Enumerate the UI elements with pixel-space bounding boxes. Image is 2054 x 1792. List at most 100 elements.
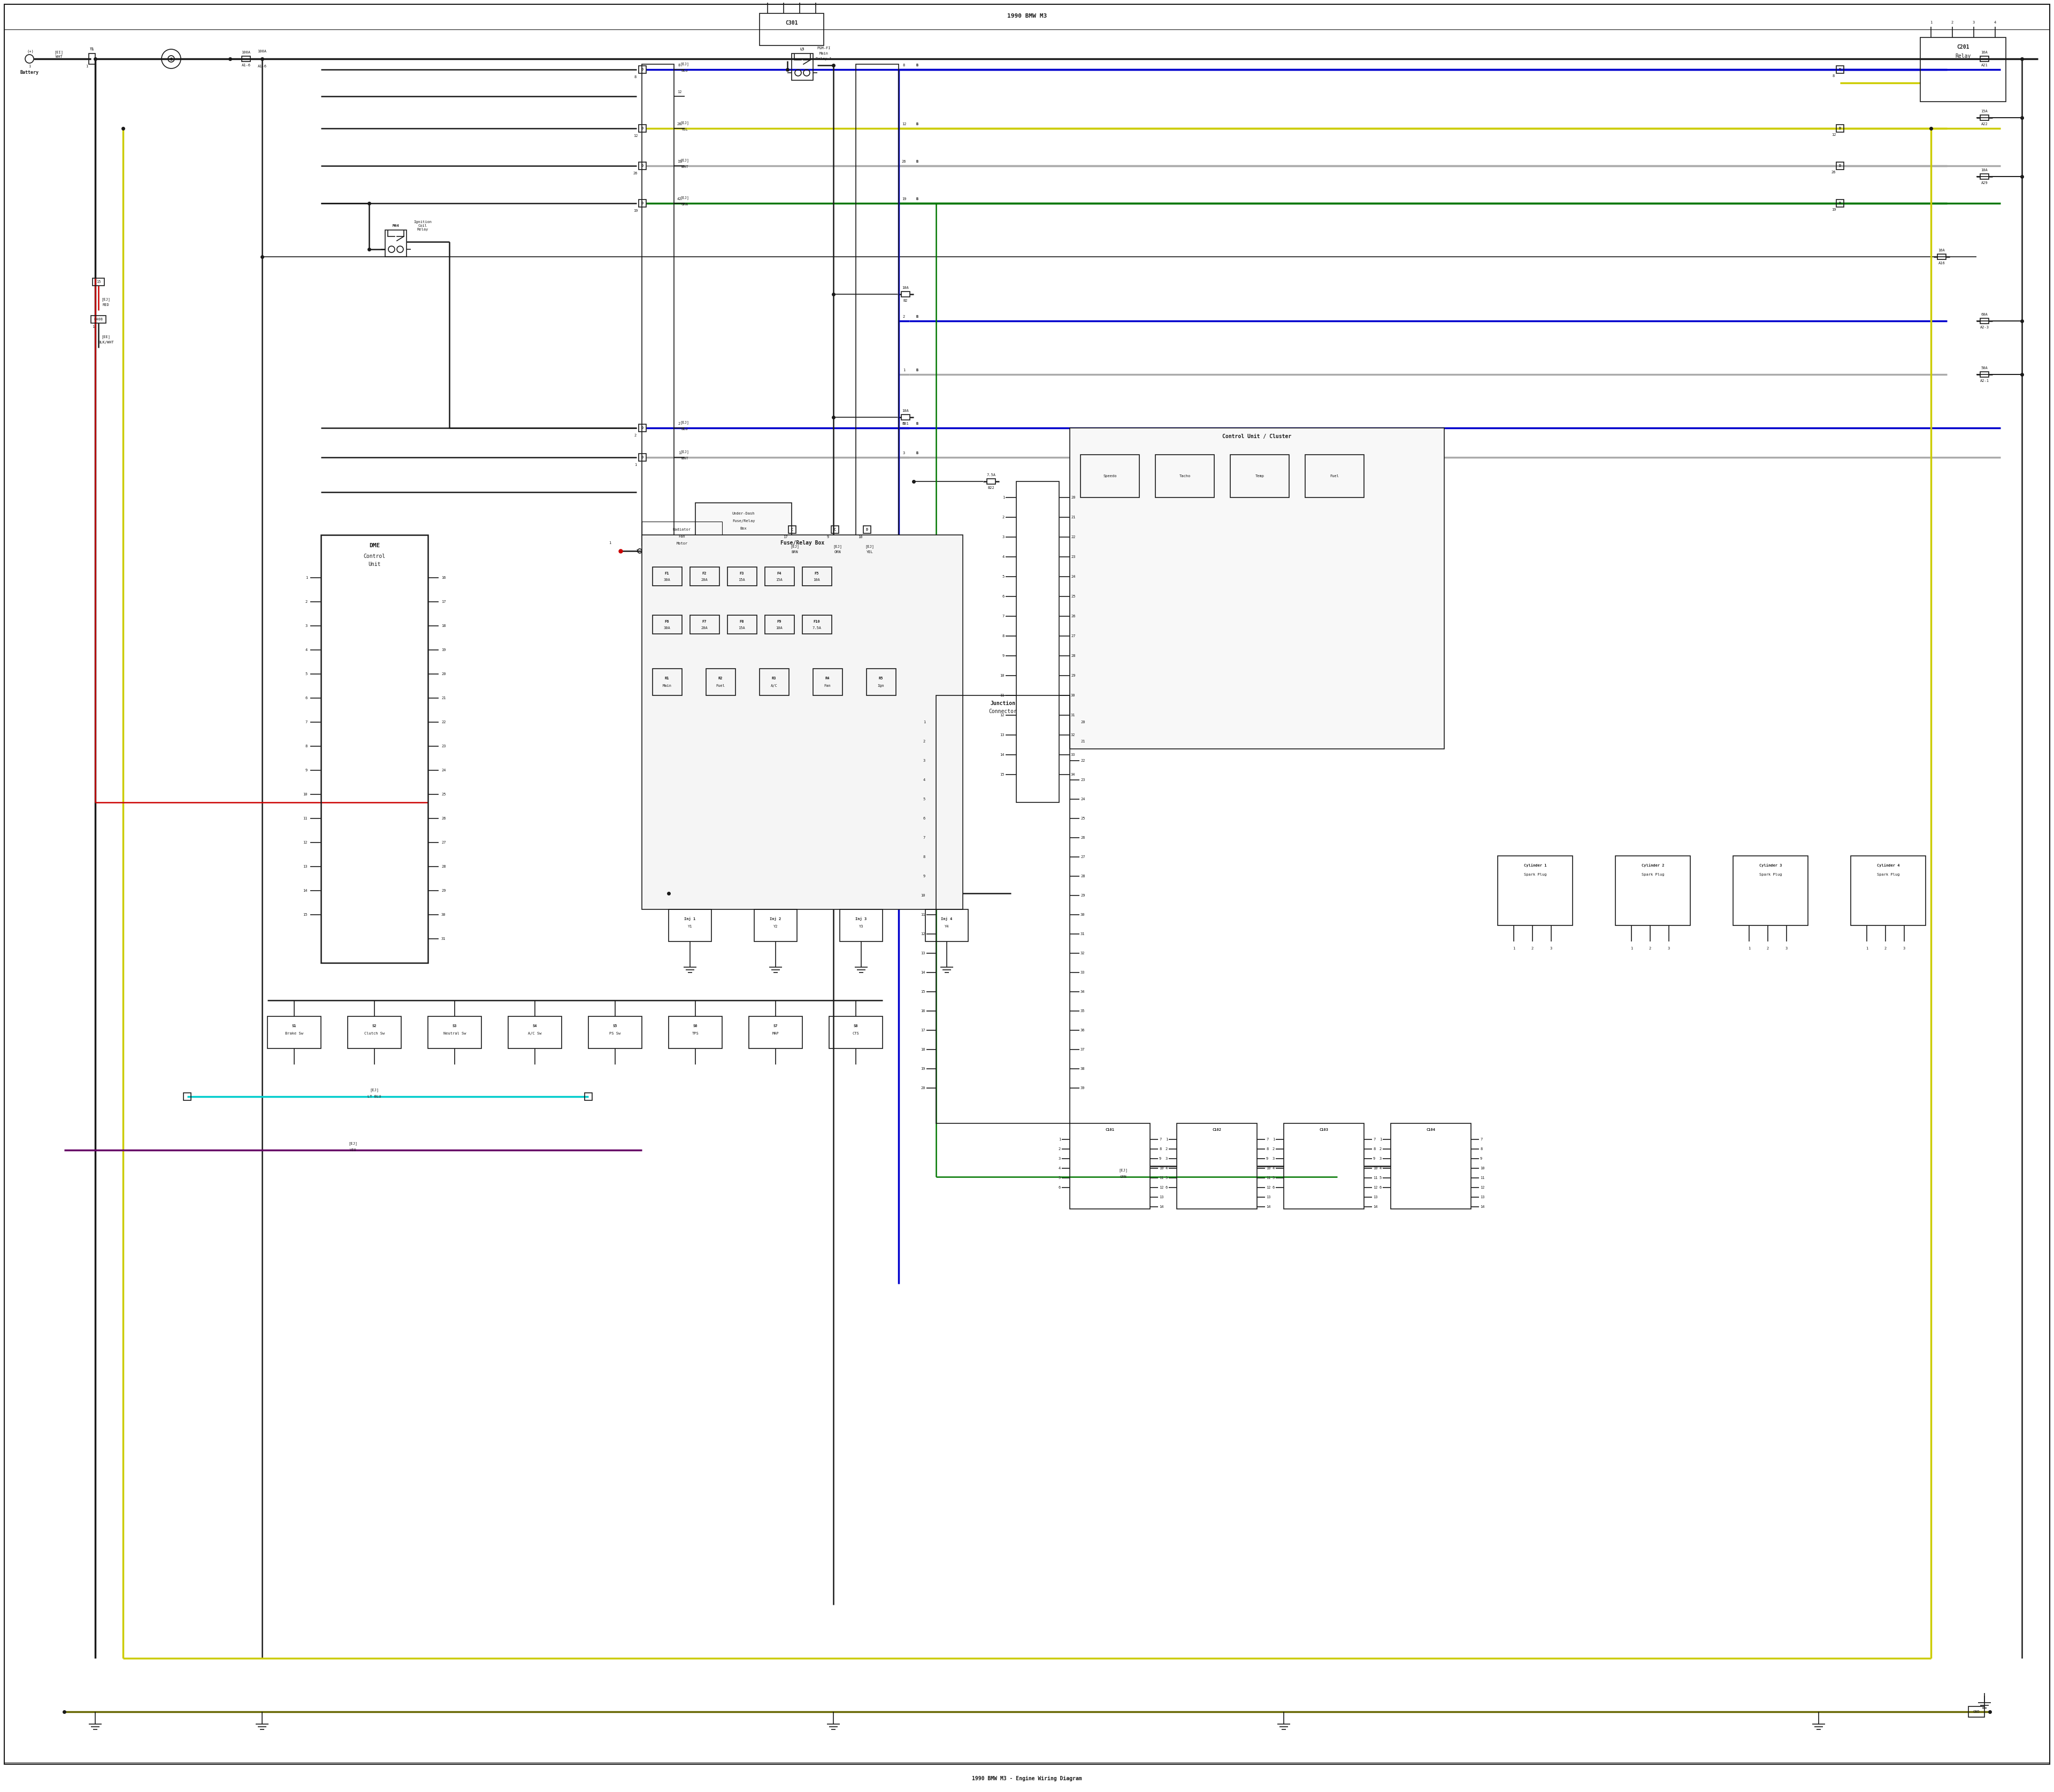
Bar <box>639 66 647 73</box>
Text: 24: 24 <box>442 769 446 772</box>
Text: 3: 3 <box>1002 536 1004 539</box>
Text: GRN: GRN <box>1119 1176 1128 1179</box>
Text: 1: 1 <box>86 65 88 68</box>
Text: 9: 9 <box>1158 1158 1161 1159</box>
Text: 15A: 15A <box>739 627 746 629</box>
Text: S3: S3 <box>452 1025 456 1027</box>
Text: 7: 7 <box>1002 615 1004 618</box>
Bar <box>867 668 896 695</box>
Text: 10: 10 <box>859 536 863 539</box>
Text: F9: F9 <box>776 620 783 624</box>
Text: 13: 13 <box>920 952 926 955</box>
Text: 100A: 100A <box>257 50 267 54</box>
Text: A/C Sw: A/C Sw <box>528 1032 542 1036</box>
Text: A16: A16 <box>1939 262 1945 265</box>
Text: BLU: BLU <box>682 70 688 72</box>
Bar <box>789 525 797 534</box>
Text: [EJ]: [EJ] <box>680 63 690 66</box>
Text: Relay: Relay <box>1955 54 1972 59</box>
Text: 29: 29 <box>1070 674 1076 677</box>
Text: 12: 12 <box>1832 133 1836 136</box>
Bar <box>1980 174 1988 179</box>
Bar <box>863 525 871 534</box>
Text: 30A: 30A <box>663 579 670 581</box>
Text: Brake Sw: Brake Sw <box>286 1032 304 1036</box>
Text: Cylinder 1: Cylinder 1 <box>1524 864 1547 867</box>
Text: [EJ]: [EJ] <box>370 1088 380 1091</box>
Text: 4: 4 <box>1058 1167 1060 1170</box>
Text: 3: 3 <box>306 624 308 627</box>
Text: Y3: Y3 <box>859 925 863 928</box>
Text: 15: 15 <box>1000 772 1004 776</box>
Text: 21: 21 <box>442 697 446 699</box>
Text: B2: B2 <box>904 299 908 303</box>
Text: 10A: 10A <box>1980 168 1988 172</box>
Text: 3: 3 <box>1785 946 1787 950</box>
Text: 13: 13 <box>1000 733 1004 737</box>
Text: 12: 12 <box>1372 1186 1378 1190</box>
Text: 24: 24 <box>1070 575 1076 579</box>
Text: 2: 2 <box>1271 1147 1276 1150</box>
Text: D: D <box>1838 68 1840 72</box>
Text: 10: 10 <box>1158 1167 1165 1170</box>
Bar <box>653 566 682 586</box>
Text: 6: 6 <box>1002 595 1004 599</box>
Text: DME: DME <box>370 543 380 548</box>
Text: 4: 4 <box>1165 1167 1167 1170</box>
Text: Battery: Battery <box>21 70 39 75</box>
Text: 15A: 15A <box>776 579 783 581</box>
Bar <box>803 566 832 586</box>
Text: C: C <box>791 529 793 530</box>
Text: TPS: TPS <box>692 1032 698 1036</box>
Bar <box>670 1016 723 1048</box>
Text: 14: 14 <box>304 889 308 892</box>
Bar <box>840 909 883 941</box>
Text: 7: 7 <box>1481 1138 1483 1142</box>
Text: 9: 9 <box>1372 1158 1376 1159</box>
Text: 18: 18 <box>442 624 446 627</box>
Text: S6: S6 <box>692 1025 698 1027</box>
Text: MAP: MAP <box>772 1032 778 1036</box>
Text: GND: GND <box>1974 1710 1980 1713</box>
Text: Fuel: Fuel <box>1331 475 1339 478</box>
Text: S8: S8 <box>854 1025 859 1027</box>
Text: 22: 22 <box>442 720 446 724</box>
Text: 10: 10 <box>304 792 308 796</box>
Text: F7: F7 <box>702 620 707 624</box>
Text: R3: R3 <box>772 677 776 679</box>
Text: C201: C201 <box>1957 45 1970 50</box>
Text: T1: T1 <box>90 48 94 50</box>
Text: 12: 12 <box>920 932 926 935</box>
Text: 31: 31 <box>1070 713 1076 717</box>
Text: 1: 1 <box>1380 1138 1382 1142</box>
Text: 25: 25 <box>1080 817 1085 821</box>
Bar <box>902 292 910 297</box>
Text: Inj 3: Inj 3 <box>857 918 867 921</box>
Text: 5: 5 <box>1271 1176 1276 1179</box>
Bar <box>1937 254 1945 260</box>
Text: 6: 6 <box>306 697 308 699</box>
Text: 2: 2 <box>1165 1147 1167 1150</box>
Bar <box>1968 1706 1984 1717</box>
Text: C: C <box>834 529 836 530</box>
Bar <box>183 1093 191 1100</box>
Text: 26: 26 <box>1080 837 1085 839</box>
Text: 28: 28 <box>1070 654 1076 658</box>
Text: Unit: Unit <box>368 561 380 566</box>
Text: PGM-FI: PGM-FI <box>817 47 830 50</box>
Bar <box>1980 319 1988 324</box>
Bar <box>347 1016 401 1048</box>
Text: YEL: YEL <box>867 550 873 554</box>
Text: S5: S5 <box>612 1025 618 1027</box>
Text: 19: 19 <box>902 197 906 201</box>
Text: C104: C104 <box>1425 1129 1436 1131</box>
Bar <box>639 199 647 208</box>
Text: 8: 8 <box>1372 1147 1376 1150</box>
Text: 1: 1 <box>29 65 31 68</box>
Bar <box>1836 199 1844 208</box>
Text: BLU: BLU <box>682 428 688 430</box>
Text: F4: F4 <box>776 572 783 575</box>
Bar <box>386 229 407 256</box>
Text: 13: 13 <box>1158 1195 1165 1199</box>
Text: BRN: BRN <box>791 550 799 554</box>
